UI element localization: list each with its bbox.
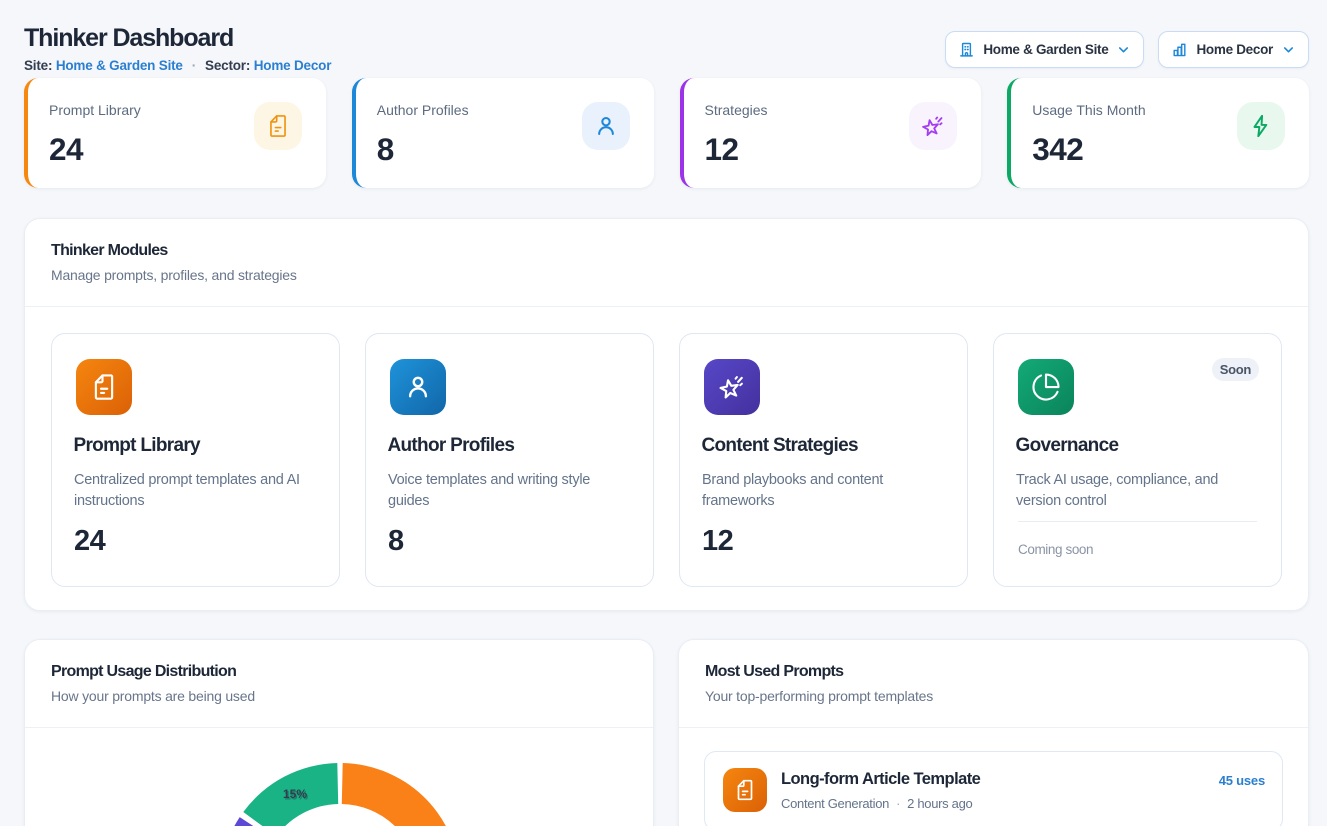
svg-text:15%: 15% bbox=[284, 789, 308, 803]
svg-text:15%: 15% bbox=[283, 787, 307, 801]
